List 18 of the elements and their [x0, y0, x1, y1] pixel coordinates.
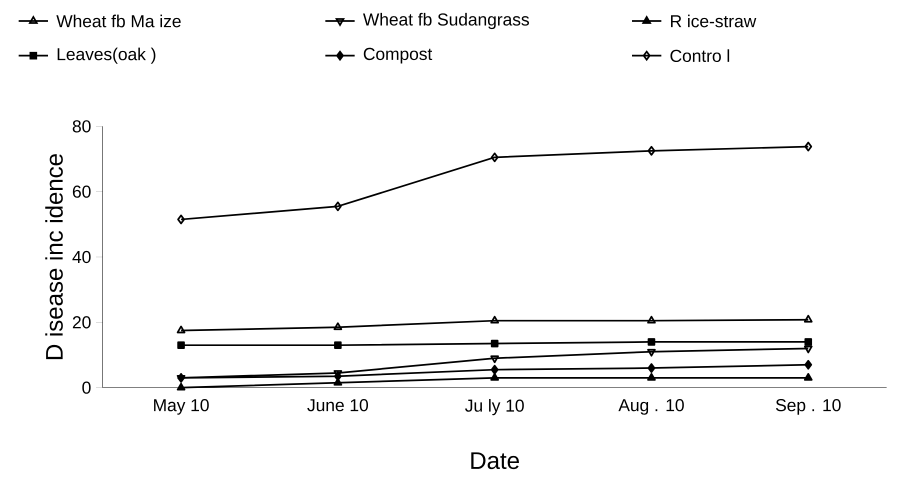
y-tick-label: 40 — [72, 250, 91, 264]
legend-label: Contro l — [670, 49, 730, 62]
legend-label: Compost — [364, 48, 432, 64]
legend-label: Wheat fb Ma ize — [56, 14, 181, 28]
x-tick-label: May 10 — [154, 399, 209, 415]
legend-label: Wheat fb Sudangrass — [363, 12, 529, 30]
x-tick-label: Sep . 10 — [776, 399, 841, 415]
legend-label: Leaves(oak ) — [58, 48, 156, 64]
y-axis-title: D isease inc idence — [45, 154, 63, 360]
legend-label: R ice-straw — [671, 14, 756, 28]
x-tick-label: Aug . 10 — [618, 399, 684, 415]
x-tick-label: June 10 — [307, 399, 368, 412]
x-axis-title: Date — [471, 452, 519, 470]
y-tick-label: 60 — [72, 186, 91, 198]
x-tick-label: Ju ly 10 — [465, 399, 524, 416]
y-tick-label: 80 — [72, 120, 91, 132]
y-tick-label: 0 — [82, 382, 91, 394]
y-tick-label: 20 — [72, 316, 91, 328]
